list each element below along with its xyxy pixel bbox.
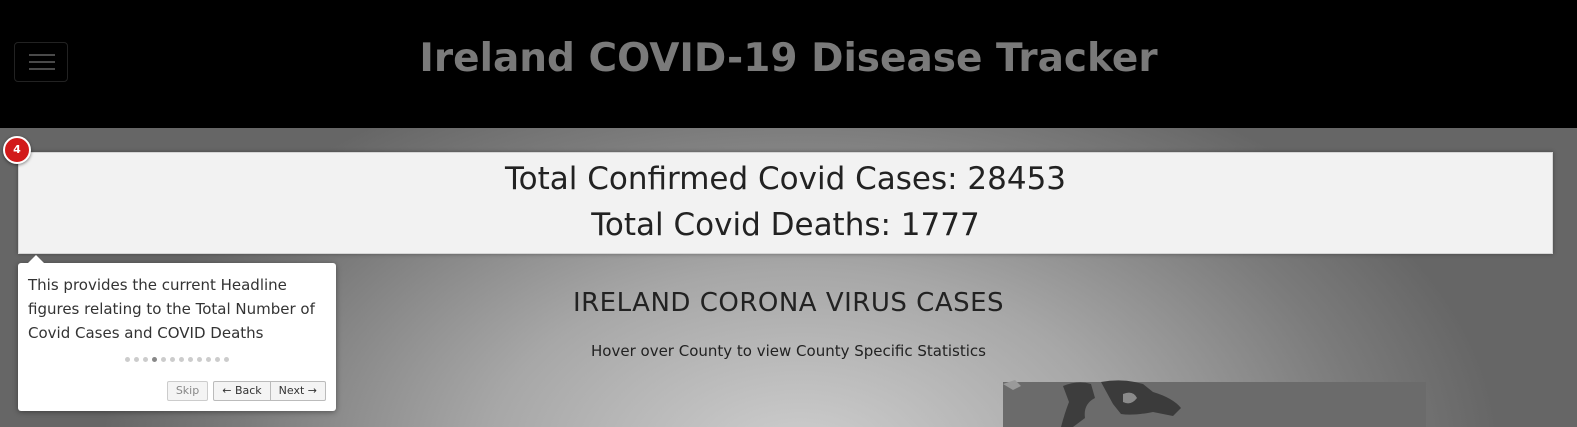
tour-progress-dot[interactable] xyxy=(179,357,184,362)
tour-buttons: Skip ← Back Next → xyxy=(166,381,326,401)
total-cases-text: Total Confirmed Covid Cases: 28453 xyxy=(504,161,1067,197)
map-county-shape[interactable] xyxy=(1101,380,1181,416)
tour-progress-dot[interactable] xyxy=(215,357,220,362)
tour-progress-dot[interactable] xyxy=(224,357,229,362)
tour-step-badge: 4 xyxy=(3,136,31,164)
tour-progress-dot[interactable] xyxy=(170,357,175,362)
map-county-shape[interactable] xyxy=(1123,392,1137,404)
tour-tooltip: This provides the current Headline figur… xyxy=(18,255,336,411)
tour-progress-dots xyxy=(18,357,336,362)
tooltip-text: This provides the current Headline figur… xyxy=(28,276,315,342)
tour-progress-dot[interactable] xyxy=(161,357,166,362)
tour-progress-dot[interactable] xyxy=(134,357,139,362)
tooltip-arrow xyxy=(28,255,44,263)
hamburger-bar xyxy=(29,68,55,70)
tour-progress-dot[interactable] xyxy=(152,357,157,362)
tour-progress-dot[interactable] xyxy=(197,357,202,362)
section-subtitle: Hover over County to view County Specifi… xyxy=(591,342,986,360)
hamburger-menu-icon xyxy=(29,54,55,56)
tour-progress-dot[interactable] xyxy=(188,357,193,362)
map-county-shape[interactable] xyxy=(1003,380,1021,390)
hamburger-bar xyxy=(29,61,55,63)
tour-progress-dot[interactable] xyxy=(206,357,211,362)
top-navbar: Ireland COVID-19 Disease Tracker xyxy=(0,0,1577,128)
tour-progress-dot[interactable] xyxy=(125,357,130,362)
app-title: Ireland COVID-19 Disease Tracker xyxy=(419,36,1158,81)
back-button[interactable]: ← Back xyxy=(213,381,271,401)
total-deaths-text: Total Covid Deaths: 1777 xyxy=(591,207,980,243)
map-county-shape[interactable] xyxy=(1061,382,1095,427)
headline-figures-card: Total Confirmed Covid Cases: 28453 Total… xyxy=(18,152,1553,254)
next-button[interactable]: Next → xyxy=(270,381,326,401)
ireland-map-outline[interactable] xyxy=(1003,378,1203,427)
skip-button[interactable]: Skip xyxy=(166,381,209,401)
tour-progress-dot[interactable] xyxy=(143,357,148,362)
hamburger-menu-button[interactable] xyxy=(14,42,68,82)
section-title: IRELAND CORONA VIRUS CASES xyxy=(572,288,1005,318)
